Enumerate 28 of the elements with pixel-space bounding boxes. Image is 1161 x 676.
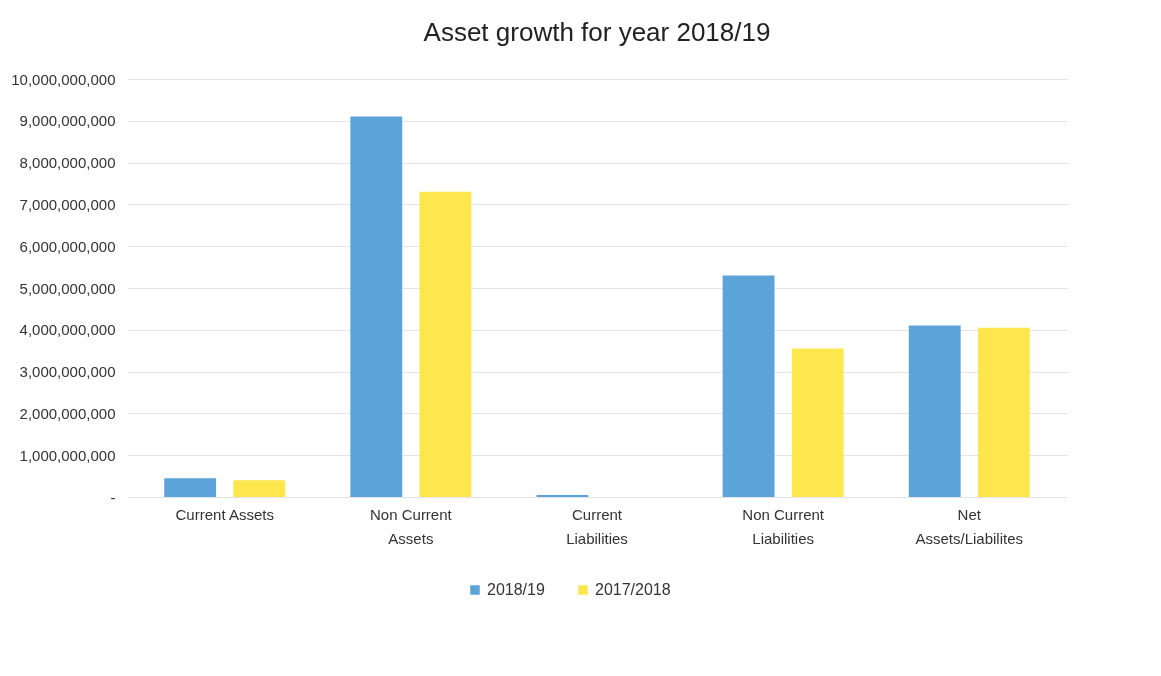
bar	[722, 275, 775, 497]
y-tick-label: 8,000,000,000	[19, 154, 116, 172]
y-tick-label: 3,000,000,000	[19, 363, 116, 381]
chart-title: Asset growth for year 2018/19	[423, 17, 771, 47]
x-tick-label: Non Current Assets	[370, 505, 453, 547]
y-tick-label: 1,000,000,000	[19, 446, 116, 464]
bar	[908, 325, 961, 497]
x-tick-label: Non Current Liabilities	[742, 505, 825, 547]
y-tick-label: 9,000,000,000	[19, 112, 116, 130]
bar	[977, 327, 1030, 497]
bar	[419, 191, 472, 497]
bar	[791, 348, 844, 497]
y-tick-label: -	[110, 488, 116, 506]
bar	[233, 480, 286, 497]
y-tick-label: 2,000,000,000	[19, 404, 116, 422]
x-tick-label: Current Liabilities	[566, 505, 628, 547]
bar	[164, 478, 217, 497]
y-tick-label: 4,000,000,000	[19, 321, 116, 339]
x-tick-label: Net Assets/Liabilites	[915, 505, 1024, 547]
y-tick-label: 7,000,000,000	[19, 195, 116, 213]
legend-label: 2017/2018	[595, 581, 671, 598]
y-tick-label: 5,000,000,000	[19, 279, 116, 297]
y-tick-label: 6,000,000,000	[19, 237, 116, 255]
legend-label: 2018/19	[487, 581, 545, 598]
y-tick-label: 10,000,000,000	[11, 70, 116, 88]
x-tick-label: Current Assets	[175, 505, 274, 523]
bar	[536, 494, 589, 497]
bar	[350, 116, 403, 497]
